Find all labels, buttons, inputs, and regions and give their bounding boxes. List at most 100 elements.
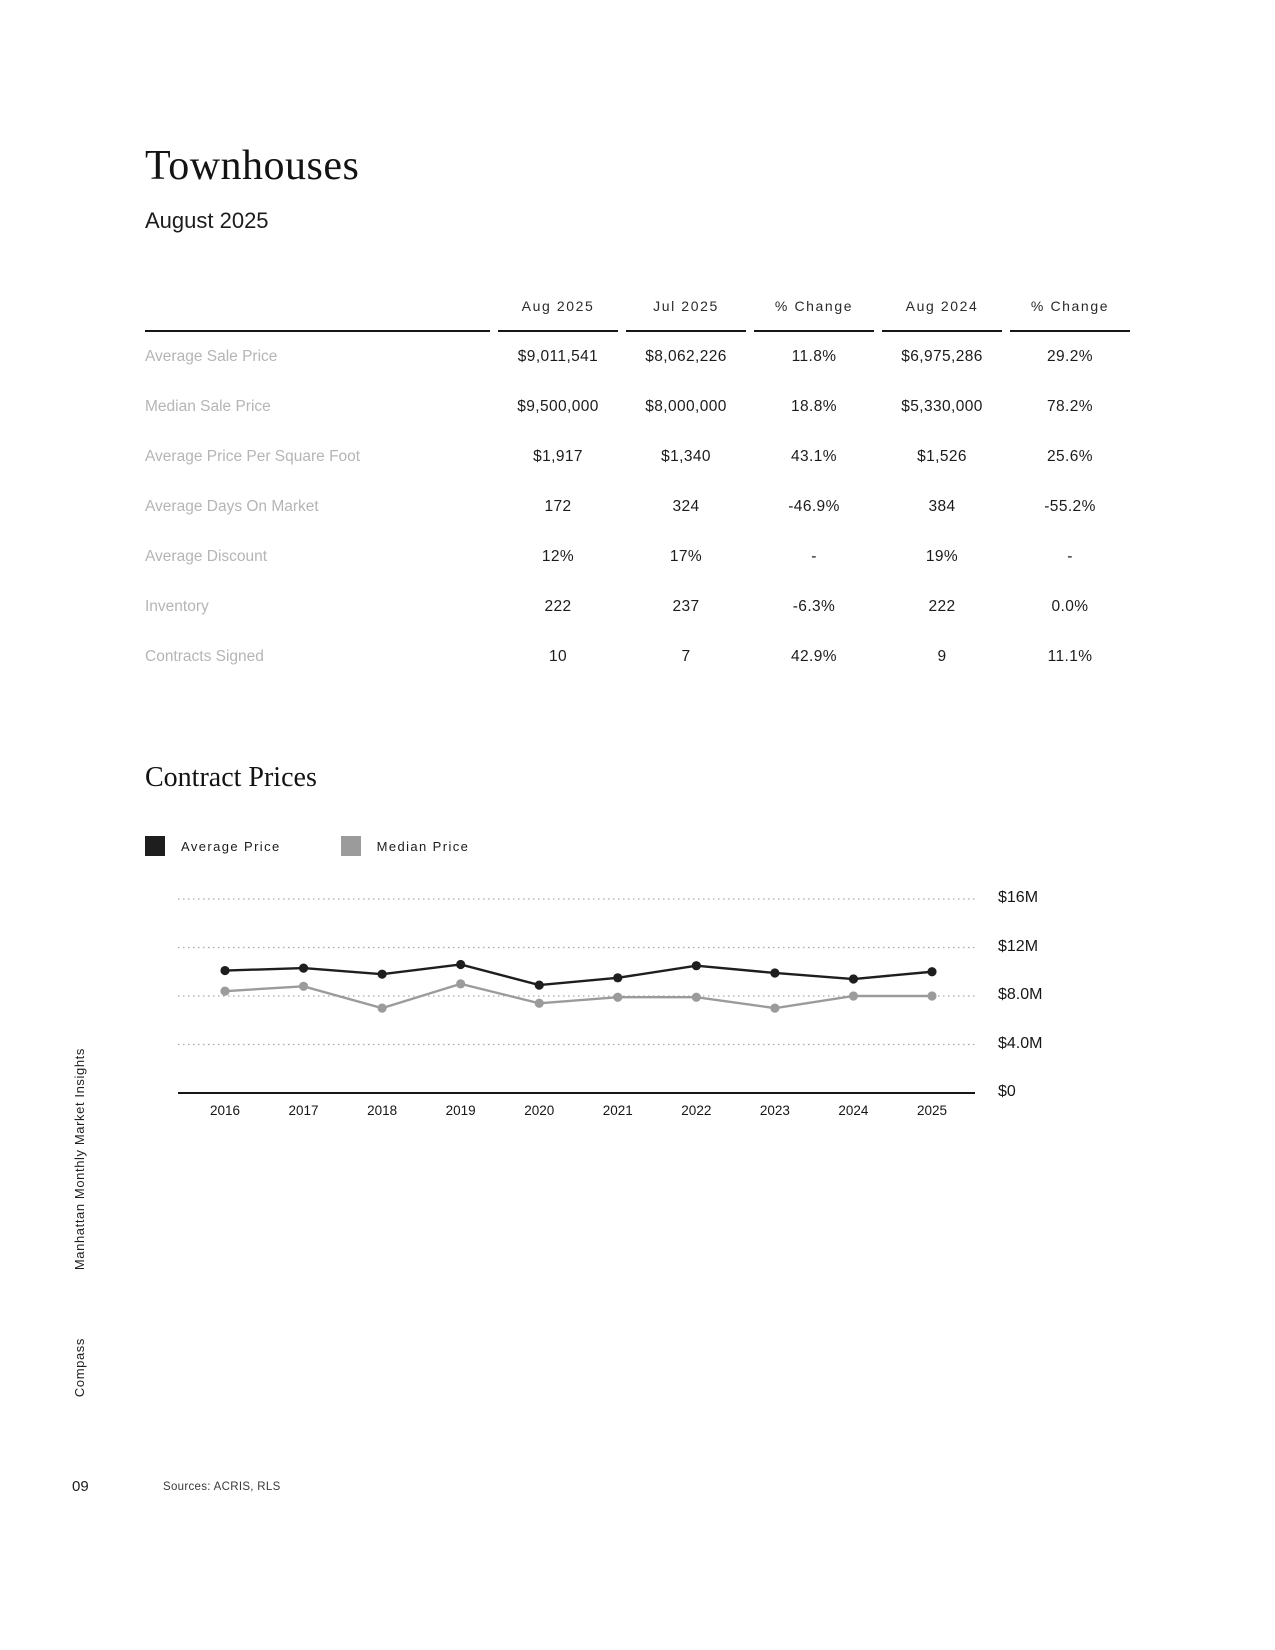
x-axis-label: 2022 <box>681 1103 712 1118</box>
legend-label-median-price: Median Price <box>376 838 470 854</box>
row-value: 78.2% <box>1047 398 1093 415</box>
row-value: -6.3% <box>792 598 836 615</box>
average-price-swatch-icon <box>145 836 165 856</box>
page-number: 09 <box>72 1478 89 1495</box>
row-value: $9,500,000 <box>517 398 599 415</box>
row-value: 42.9% <box>791 648 837 665</box>
table-header-spacer <box>145 298 490 332</box>
data-point <box>377 969 387 979</box>
legend-label-average-price: Average Price <box>181 838 281 854</box>
row-value: -46.9% <box>788 498 840 515</box>
row-value: 7 <box>681 648 691 665</box>
data-point <box>691 961 701 971</box>
row-value: 43.1% <box>791 448 837 465</box>
row-value: 11.8% <box>791 348 837 365</box>
row-value: 324 <box>672 498 700 515</box>
section-title-contract-prices: Contract Prices <box>145 762 317 793</box>
row-value: 19% <box>925 548 959 565</box>
row-value: $8,000,000 <box>645 398 727 415</box>
row-value: 384 <box>928 498 956 515</box>
data-point <box>534 980 544 990</box>
table-header-col-aug-2024: Aug 2024 <box>882 298 1002 332</box>
main-content: Townhouses August 2025 Aug 2025 Jul 2025… <box>145 143 1130 1158</box>
series-line-average-price <box>224 963 933 987</box>
y-axis-label: $12M <box>998 937 1039 955</box>
table-row: Average Days On Market 172 324 -46.9% 384 -55… <box>145 482 1130 532</box>
data-point <box>298 963 309 973</box>
data-point <box>534 998 544 1008</box>
row-value: 18.8% <box>791 398 837 415</box>
data-point <box>613 992 623 1002</box>
y-axis-label: $16M <box>998 889 1039 906</box>
table-row: Median Sale Price $9,500,000 $8,000,000 18.… <box>145 382 1130 432</box>
row-label: Inventory <box>145 598 209 615</box>
data-point <box>298 981 309 991</box>
x-axis-label: 2016 <box>209 1103 241 1118</box>
table-row: Average Discount 12% 17% - 19% - <box>145 532 1130 582</box>
row-label: Average Price Per Square Foot <box>145 448 361 465</box>
data-point <box>770 968 780 978</box>
data-point <box>927 991 937 1001</box>
table-header-col-pct-change-1: % Change <box>754 298 874 332</box>
row-label: Median Sale Price <box>145 398 271 415</box>
row-value: 0.0% <box>1051 598 1089 615</box>
legend-item-average-price: Average Price <box>145 836 281 856</box>
data-point <box>927 967 937 977</box>
sidebar-report-name: Manhattan Monthly Market Insights <box>72 1048 87 1271</box>
page-title: Townhouses <box>145 143 360 189</box>
x-axis-label: 2024 <box>838 1103 869 1118</box>
y-axis-label: $4.0M <box>998 1034 1043 1052</box>
data-point <box>220 986 230 996</box>
row-value: 172 <box>544 498 572 515</box>
x-axis-label: 2019 <box>445 1103 476 1118</box>
row-value: - <box>811 548 817 565</box>
row-value: $1,917 <box>533 448 583 465</box>
sidebar-brand: Compass <box>72 1338 87 1398</box>
row-label: Average Sale Price <box>145 348 278 365</box>
table-header-col-pct-change-2: % Change <box>1010 298 1130 332</box>
row-value: 11.1% <box>1047 648 1093 665</box>
data-point <box>770 1003 780 1013</box>
row-value: $6,975,286 <box>901 348 983 365</box>
y-axis-label: $8.0M <box>998 986 1043 1003</box>
row-value: 25.6% <box>1047 448 1093 465</box>
sources-note: Sources: ACRIS, RLS <box>163 1481 281 1493</box>
x-axis-label: 2018 <box>367 1103 398 1118</box>
legend-item-median-price: Median Price <box>340 836 470 856</box>
row-label: Average Discount <box>145 548 268 565</box>
data-point <box>848 974 859 984</box>
table-row: Inventory 222 237 -6.3% 222 0.0% <box>145 582 1130 632</box>
row-label: Contracts Signed <box>145 648 264 665</box>
table-header-col-jul-2025: Jul 2025 <box>626 298 746 332</box>
market-stats-table: Aug 2025 Jul 2025 % Change Aug 2024 % Ch… <box>145 298 1130 682</box>
y-axis-label: $0 <box>998 1083 1016 1100</box>
x-axis-label: 2023 <box>759 1103 790 1118</box>
x-axis-label: 2020 <box>524 1103 555 1118</box>
median-price-swatch-icon <box>340 836 361 856</box>
table-row: Average Price Per Square Foot $1,917 $1,34… <box>145 432 1130 482</box>
table-row: Contracts Signed 10 7 42.9% 9 11.1% <box>145 632 1130 682</box>
row-value: $1,526 <box>917 448 967 465</box>
chart-canvas <box>178 898 975 1094</box>
row-value: 222 <box>928 598 956 615</box>
table-header-col-aug-2025: Aug 2025 <box>498 298 618 332</box>
data-point <box>613 973 623 983</box>
row-value: - <box>1067 548 1073 565</box>
row-value: $9,011,541 <box>517 348 599 365</box>
x-axis-label: 2021 <box>602 1103 633 1118</box>
x-axis-label: 2025 <box>916 1103 948 1118</box>
data-point <box>377 1003 387 1013</box>
row-value: 9 <box>937 648 947 665</box>
row-value: 237 <box>672 598 700 615</box>
row-value: 222 <box>544 598 572 615</box>
series-line-median-price <box>224 982 932 1010</box>
row-label: Average Days On Market <box>145 498 319 515</box>
row-value: 17% <box>669 548 703 565</box>
data-point <box>220 965 230 976</box>
table-header: Aug 2025 Jul 2025 % Change Aug 2024 % Ch… <box>145 298 1130 332</box>
row-value: $1,340 <box>661 448 711 465</box>
contract-prices-chart: $16M $12M $8.0M $4.0M $0 2016 2017 2018 2019 2020… <box>178 888 1130 1158</box>
chart-legend: Average Price Median Price <box>145 836 1130 856</box>
data-point <box>456 959 466 970</box>
